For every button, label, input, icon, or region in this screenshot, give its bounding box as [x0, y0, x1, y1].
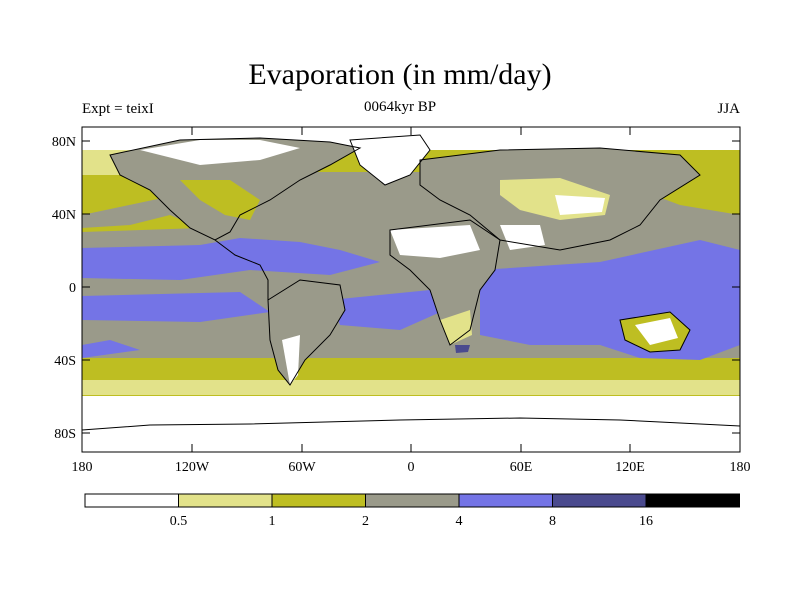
- colorbar-label-4: 4: [456, 514, 463, 529]
- tibet-gobi: [555, 195, 605, 215]
- experiment-label: Expt = teixI: [82, 101, 154, 117]
- lat-label-40n: 40N: [52, 208, 76, 223]
- colorbar-label-8: 8: [549, 514, 556, 529]
- coast-australia: [619, 311, 691, 353]
- colorbar-swatch-2: [178, 493, 273, 508]
- south-atlantic-blue: [330, 290, 445, 330]
- lon-label-180w: 180: [72, 460, 93, 475]
- colorbar-frame: [84, 493, 740, 508]
- coast-antarctica: [82, 417, 740, 431]
- colorbar-swatch-3: [271, 493, 366, 508]
- canada-arctic: [140, 140, 300, 165]
- subtropical-band-n: [82, 215, 200, 232]
- south-pacific-blue: [82, 292, 270, 322]
- lat-label-80s: 80S: [54, 427, 76, 442]
- colorbar-label-0.5: 0.5: [170, 514, 188, 529]
- colorbar-swatch-6: [552, 493, 647, 508]
- colorbar-label-2: 2: [362, 514, 369, 529]
- coast-south-america: [267, 279, 346, 386]
- patagonia-dry: [282, 335, 300, 385]
- coast-greenland: [349, 134, 431, 186]
- sw-pacific-blue: [82, 340, 140, 358]
- coast-eurasia: [419, 147, 701, 251]
- lat-label-40s: 40S: [54, 354, 76, 369]
- high-evap-patch: [455, 345, 470, 353]
- southern-africa: [440, 310, 472, 345]
- coast-africa: [389, 219, 501, 346]
- colorbar-swatch-1: [84, 493, 179, 508]
- lon-label-60e: 60E: [510, 460, 533, 475]
- lon-label-0: 0: [408, 460, 415, 475]
- colorbar-swatch-7: [645, 493, 740, 508]
- coast-central-america: [214, 239, 269, 300]
- map-title: Evaporation (in mm/day): [248, 58, 552, 91]
- arabia: [500, 225, 545, 250]
- lat-axis: 80N 40N 0 40S 80S: [52, 135, 740, 442]
- lat-label-80n: 80N: [52, 135, 76, 150]
- season-label: JJA: [717, 101, 740, 117]
- lon-label-180e: 180: [730, 460, 751, 475]
- colorbar-label-1: 1: [269, 514, 276, 529]
- na-midland: [180, 180, 260, 220]
- colorbar-swatch-5: [458, 493, 553, 508]
- period-label: 0064kyr BP: [363, 99, 437, 115]
- lon-axis: 180 120W 60W 0 60E 120E 180: [72, 127, 751, 475]
- colorbar-label-16: 16: [639, 514, 653, 529]
- colorbar: 0.5 1 2 4 8 16: [84, 493, 740, 529]
- coastlines: [82, 134, 740, 431]
- australia-interior: [635, 318, 678, 345]
- south-band-1: [82, 380, 740, 395]
- antarctica: [82, 428, 740, 452]
- sahara: [390, 225, 480, 258]
- north-tropical-blue: [82, 238, 380, 280]
- coast-north-america: [109, 137, 362, 241]
- lon-label-60w: 60W: [288, 460, 316, 475]
- map-field: [82, 127, 740, 452]
- lon-label-120w: 120W: [175, 460, 210, 475]
- colorbar-swatch-4: [365, 493, 460, 508]
- lat-label-0: 0: [69, 281, 76, 296]
- lon-label-120e: 120E: [615, 460, 645, 475]
